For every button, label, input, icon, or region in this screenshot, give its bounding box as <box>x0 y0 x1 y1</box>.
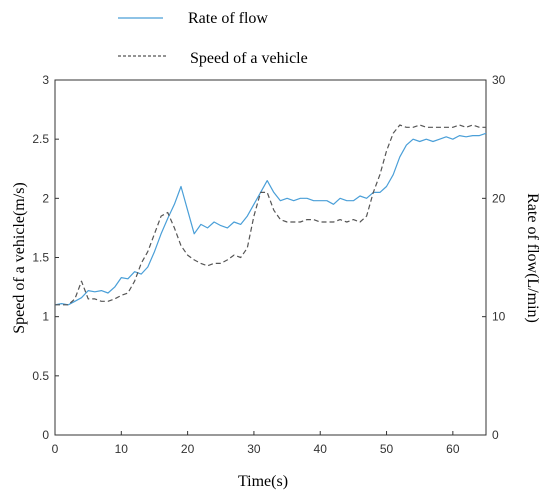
series-layer <box>54 124 487 306</box>
right-y-tick-label: 10 <box>492 310 506 324</box>
x-tick-label: 60 <box>446 442 460 456</box>
legend-label-speed-of-a-vehicle: Speed of a vehicle <box>190 50 308 67</box>
x-axis: 0 10 20 30 40 50 60 <box>52 431 460 456</box>
left-y-tick-label: 2.5 <box>32 132 49 146</box>
left-y-tick-label: 3 <box>42 73 49 87</box>
x-tick-label: 30 <box>247 442 261 456</box>
right-y-tick-label: 30 <box>492 73 506 87</box>
series-line-rate-of-flow <box>54 132 487 306</box>
left-y-tick-label: 1.5 <box>32 251 49 265</box>
left-y-tick-label: 0 <box>42 428 49 442</box>
left-y-tick-label: 0.5 <box>32 369 49 383</box>
x-tick-label: 40 <box>314 442 328 456</box>
legend-label-rate-of-flow: Rate of flow <box>188 10 268 27</box>
right-y-tick-label: 20 <box>492 191 506 205</box>
left-y-axis: 0 0.5 1 1.5 2 2.5 3 <box>32 73 59 442</box>
legend: Rate of flow Speed of a vehicle <box>118 10 308 67</box>
x-tick-label: 0 <box>52 442 59 456</box>
x-axis-title: Time(s) <box>238 473 288 490</box>
left-y-tick-label: 2 <box>42 191 49 205</box>
left-y-tick-label: 1 <box>42 310 49 324</box>
x-tick-label: 10 <box>115 442 129 456</box>
right-y-tick-label: 0 <box>492 428 499 442</box>
series-line-speed-of-a-vehicle <box>55 124 486 306</box>
left-y-axis-title: Speed of a vehicle(m/s) <box>11 182 28 334</box>
x-tick-label: 50 <box>380 442 394 456</box>
plot-frame <box>54 79 487 436</box>
right-y-axis: 0 10 20 30 <box>482 73 506 442</box>
x-tick-label: 20 <box>181 442 195 456</box>
right-y-axis-title: Rate of flow(L/min) <box>524 193 541 323</box>
